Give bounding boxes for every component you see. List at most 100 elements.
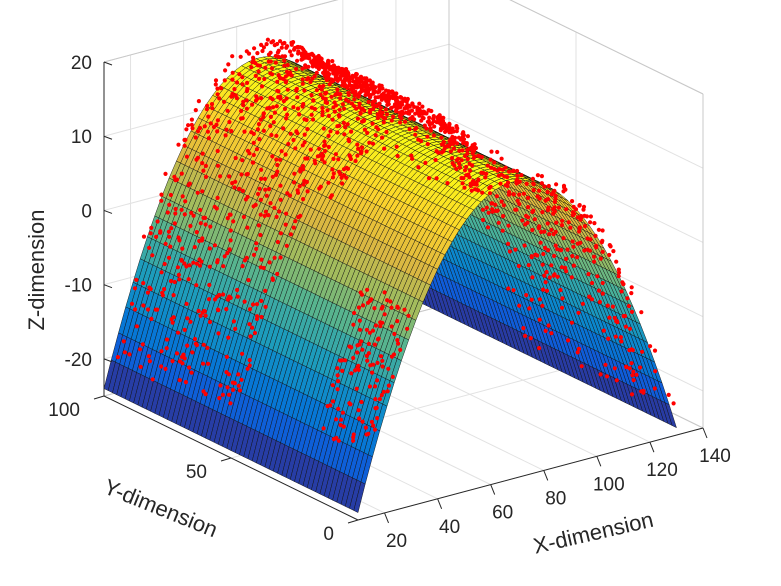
scatter-point	[351, 86, 356, 91]
scatter-point	[356, 408, 361, 413]
scatter-point	[236, 372, 241, 377]
scatter-point	[184, 264, 189, 269]
scatter-point	[357, 416, 362, 421]
scatter-point	[615, 320, 620, 325]
scatter-point	[262, 213, 267, 218]
scatter-point	[596, 227, 602, 232]
scatter-point	[204, 107, 209, 112]
scatter-point	[254, 246, 259, 251]
scatter-point	[232, 87, 237, 92]
scatter-point	[389, 118, 394, 123]
scatter-point	[372, 306, 377, 311]
scatter-point	[335, 124, 340, 129]
scatter-point	[306, 76, 311, 81]
scatter-point	[245, 194, 250, 200]
scatter-point	[529, 255, 534, 260]
scatter-point	[293, 146, 298, 151]
scatter-point	[291, 105, 296, 110]
scatter-point	[498, 181, 503, 186]
scatter-point	[266, 52, 272, 57]
scatter-point	[275, 239, 280, 245]
scatter-point	[513, 207, 518, 212]
scatter-point	[581, 207, 586, 212]
scatter-point	[555, 247, 560, 252]
scatter-point	[367, 384, 372, 389]
scatter-point	[331, 78, 336, 83]
scatter-point	[378, 324, 383, 329]
scatter-point	[245, 148, 250, 153]
scatter-point	[389, 354, 394, 359]
y-tick-label: 100	[48, 400, 80, 421]
scatter-point	[336, 157, 341, 162]
scatter-point	[506, 169, 512, 174]
scatter-point	[600, 249, 605, 254]
scatter-point	[356, 367, 361, 372]
x-axis-line	[357, 427, 704, 521]
scatter-point	[347, 154, 353, 159]
scatter-point	[422, 123, 427, 128]
scatter-point	[549, 227, 554, 232]
x-tick-label: 80	[545, 488, 566, 509]
scatter-point	[413, 132, 418, 137]
scatter-point	[547, 232, 552, 237]
scatter-point	[158, 230, 163, 235]
scatter-point	[501, 214, 506, 219]
scatter-point	[215, 148, 220, 154]
scatter-point	[176, 272, 181, 277]
scatter-point	[203, 163, 208, 168]
scatter-point	[212, 243, 218, 248]
scatter-point	[218, 174, 223, 179]
scatter-point	[623, 324, 629, 329]
scatter-point	[396, 341, 401, 346]
scatter-point	[308, 147, 313, 152]
box-edge	[103, 0, 339, 63]
scatter-point	[537, 188, 542, 193]
scatter-point	[251, 204, 256, 209]
scatter-point	[620, 280, 625, 285]
scatter-point	[251, 252, 257, 257]
scatter-point	[317, 146, 322, 151]
scatter-point	[530, 209, 535, 215]
scatter-point	[582, 224, 588, 229]
scatter-point	[255, 127, 260, 132]
scatter-point	[417, 101, 422, 106]
scatter-point	[259, 257, 264, 262]
scatter-point	[353, 158, 358, 164]
scatter-point	[586, 272, 591, 277]
scatter-point	[378, 354, 384, 359]
scatter-point	[271, 120, 276, 125]
scatter-point	[198, 221, 203, 226]
scatter-point	[345, 122, 350, 127]
scatter-point	[234, 96, 239, 101]
scatter-point	[359, 74, 364, 79]
scatter-point	[328, 403, 333, 408]
scatter-point	[420, 111, 425, 116]
scatter-point	[179, 207, 184, 212]
scatter-point	[276, 95, 281, 100]
scatter-point	[134, 324, 139, 329]
scatter-point	[610, 304, 616, 309]
scatter-point	[300, 81, 305, 86]
scatter-point	[186, 277, 191, 282]
scatter-point	[258, 197, 263, 202]
scatter-point	[523, 333, 528, 338]
scatter-point	[471, 179, 476, 184]
scatter-point	[560, 296, 565, 301]
scatter-point	[372, 342, 377, 347]
scatter-point	[524, 213, 529, 218]
scatter-point	[402, 106, 407, 111]
scatter-point	[163, 171, 168, 176]
scatter-point	[358, 290, 363, 295]
scatter-point	[366, 341, 371, 346]
scatter-point	[342, 132, 347, 137]
scatter-point	[492, 160, 497, 165]
scatter-point	[344, 67, 349, 72]
scatter-point	[222, 78, 227, 83]
scatter-point	[337, 107, 342, 112]
scatter-point	[289, 73, 294, 78]
scatter-point	[489, 165, 494, 170]
scatter-point	[587, 294, 592, 299]
scatter-point	[457, 161, 462, 166]
scatter-point	[470, 151, 475, 156]
scatter-point	[372, 103, 377, 108]
